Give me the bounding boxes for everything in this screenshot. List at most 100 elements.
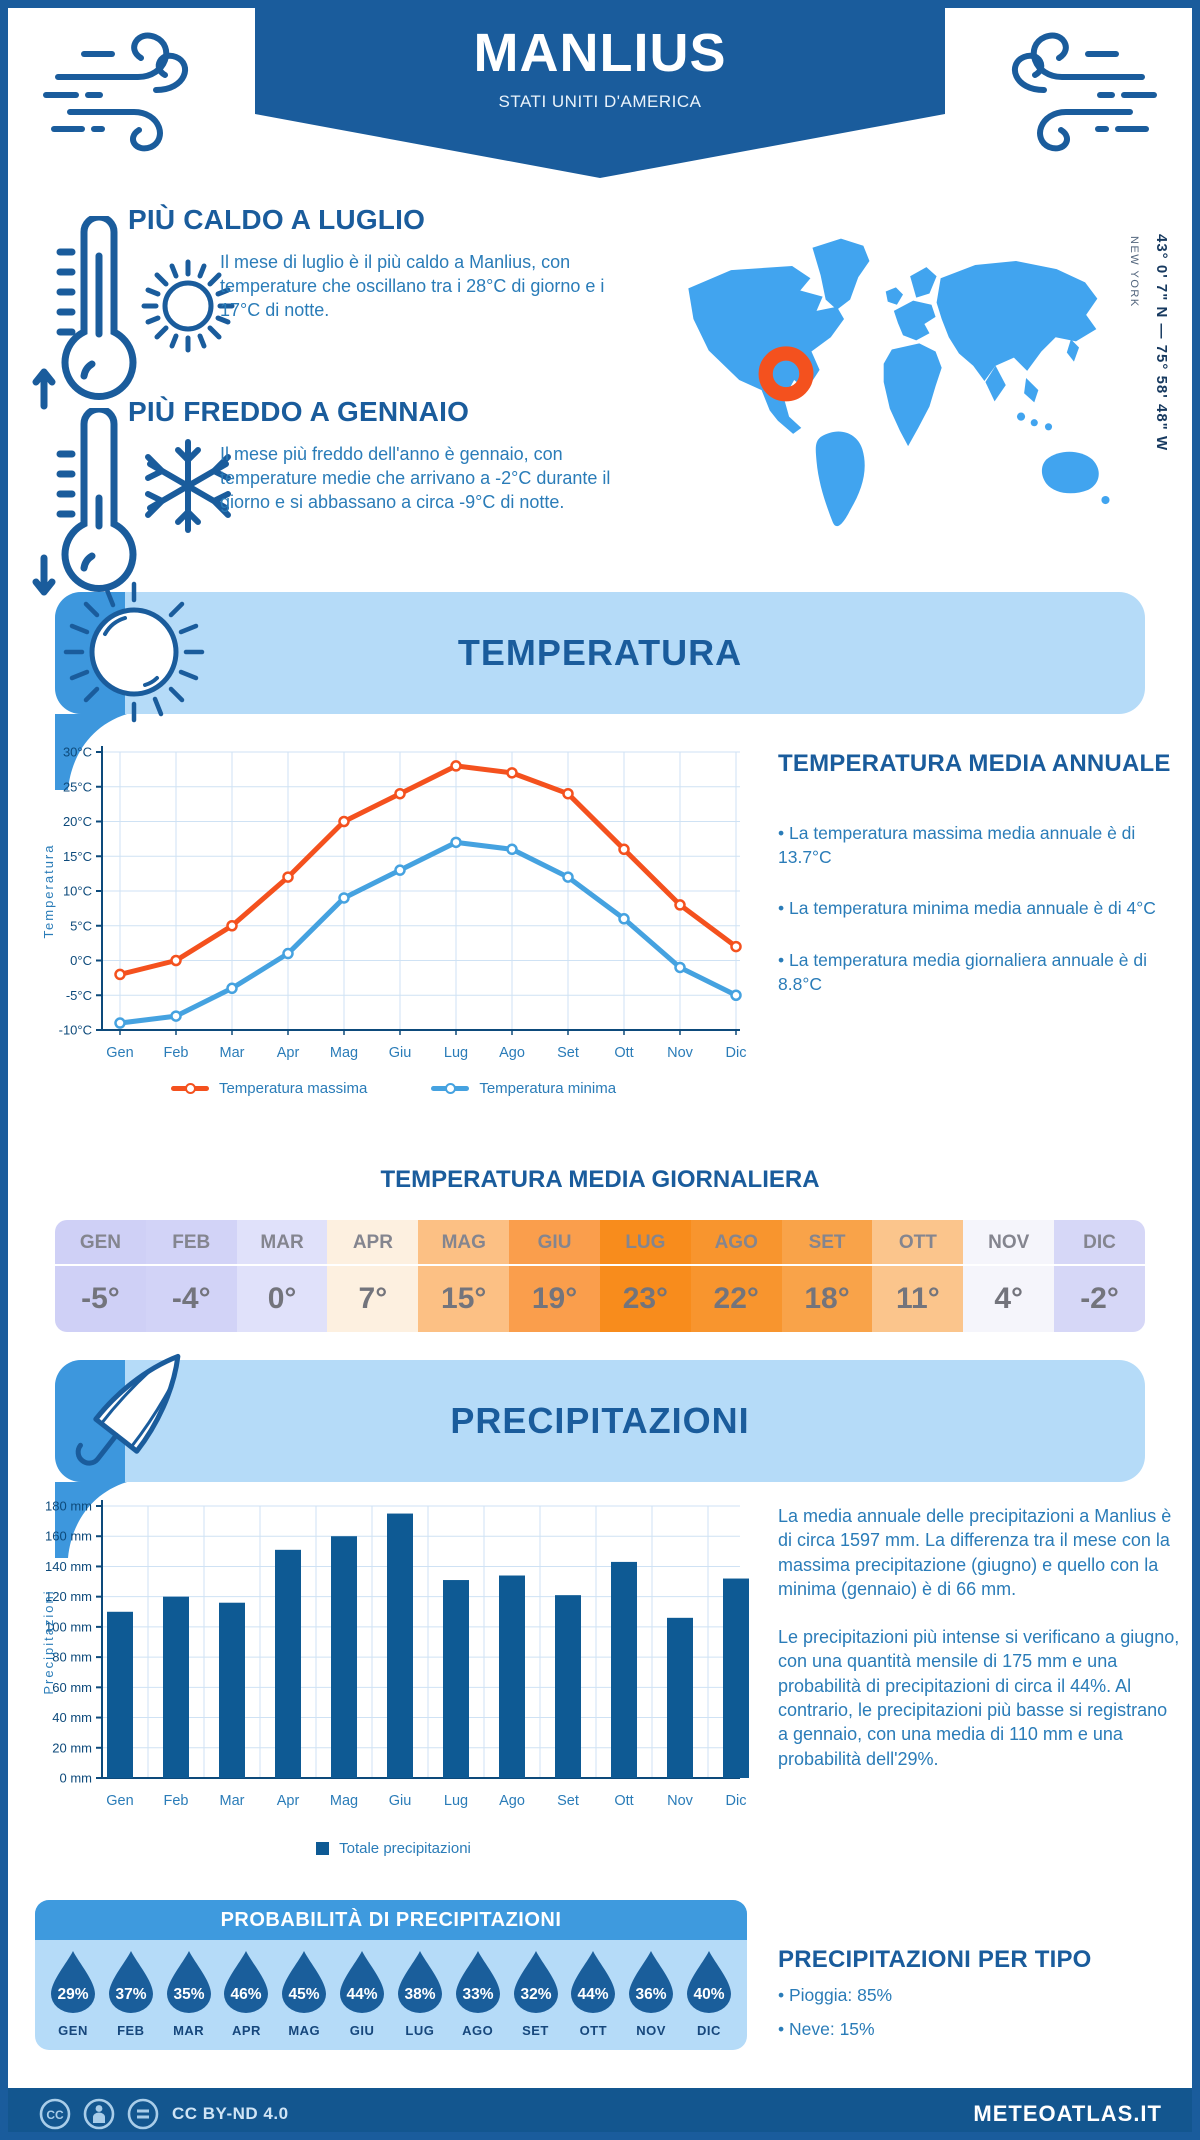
svg-text:38%: 38% <box>404 1986 435 2003</box>
svg-text:Ott: Ott <box>614 1045 633 1061</box>
daily-temperature-value: -4° <box>171 1282 211 1315</box>
daily-table-column: MAR 0° <box>236 1220 328 1332</box>
daily-month-label: GEN <box>55 1220 146 1266</box>
location-marker <box>758 346 814 402</box>
svg-text:160 mm: 160 mm <box>45 1529 92 1544</box>
svg-text:-10°C: -10°C <box>59 1023 92 1038</box>
daily-table-column: DIC -2° <box>1054 1220 1145 1332</box>
daily-month-label: OTT <box>872 1220 964 1266</box>
daily-temperature-value: -2° <box>1080 1282 1119 1315</box>
footer-bar: CC CC BY-ND 4.0 METEOATLAS.IT <box>8 2088 1192 2132</box>
annual-temperature-block: TEMPERATURA MEDIA ANNUALE • La temperatu… <box>778 750 1180 996</box>
precipitation-type-bullet: • Neve: 15% <box>778 2018 875 2039</box>
coordinates-label: 43° 0' 7" N — 75° 58' 48" W <box>1153 234 1170 452</box>
banner-tail <box>55 1482 127 1558</box>
precipitation-text-block: La media annuale delle precipitazioni a … <box>778 1504 1182 1795</box>
svg-text:46%: 46% <box>231 1986 262 2003</box>
svg-text:Gen: Gen <box>106 1045 133 1061</box>
legend-label: Temperatura massima <box>218 1080 368 1097</box>
svg-text:Mar: Mar <box>220 1045 245 1061</box>
temperature-chart: -10°C -5°C 0°C 5°C 10°C 15°C 20°C 25°C 30°C Gen Fe… <box>41 745 746 1062</box>
svg-text:Giu: Giu <box>389 1793 412 1809</box>
daily-table-column: LUG 23° <box>599 1220 691 1332</box>
svg-text:Feb: Feb <box>164 1793 189 1809</box>
raindrop-icon: 33% <box>455 1951 500 2013</box>
svg-text:30°C: 30°C <box>63 745 92 760</box>
svg-text:Lug: Lug <box>444 1045 468 1061</box>
daily-table-column: OTT 11° <box>872 1220 964 1332</box>
precipitation-paragraph: Le precipitazioni più intense si verific… <box>778 1627 1180 1769</box>
daily-month-label: FEB <box>145 1220 237 1266</box>
probability-month-label: APR <box>231 2023 261 2038</box>
svg-text:Mar: Mar <box>220 1793 245 1809</box>
svg-text:Nov: Nov <box>667 1793 694 1809</box>
svg-text:45%: 45% <box>289 1986 320 2003</box>
svg-text:36%: 36% <box>636 1986 667 2003</box>
probability-drop: 38% LUG <box>394 1950 446 2038</box>
annual-bullet: • La temperatura massima media annuale è… <box>778 823 1136 867</box>
svg-text:Feb: Feb <box>164 1045 189 1061</box>
hot-month-text: Il mese di luglio è il più caldo a Manli… <box>220 252 605 321</box>
legend-line-swatch <box>431 1083 470 1094</box>
daily-table-column: MAG 15° <box>418 1220 510 1332</box>
raindrop-icon: 38% <box>397 1951 442 2013</box>
sun-banner-icon <box>63 581 205 723</box>
svg-text:10°C: 10°C <box>63 884 92 899</box>
precipitation-section-banner: PRECIPITAZIONI <box>55 1353 1145 1558</box>
probability-month-label: GEN <box>58 2023 88 2038</box>
daily-temperature-value: 0° <box>267 1282 297 1315</box>
probability-month-label: SET <box>522 2023 549 2038</box>
wind-icon <box>1011 32 1157 152</box>
daily-temperature-title: TEMPERATURA MEDIA GIORNALIERA <box>380 1166 820 1193</box>
svg-text:Nov: Nov <box>667 1045 694 1061</box>
world-map <box>688 238 1110 527</box>
svg-text:80 mm: 80 mm <box>52 1650 92 1665</box>
svg-text:Mag: Mag <box>330 1793 358 1809</box>
probability-month-label: MAR <box>173 2023 205 2038</box>
cc-license-icons: CC <box>38 2097 160 2131</box>
umbrella-icon <box>75 1353 181 1466</box>
annual-bullet: • La temperatura minima media annuale è … <box>778 898 1156 919</box>
hot-month-title: PIÙ CALDO A LUGLIO <box>128 204 426 235</box>
svg-text:140 mm: 140 mm <box>45 1559 92 1574</box>
cold-month-text: Il mese più freddo dell'anno è gennaio, … <box>220 444 611 513</box>
daily-temperature-value: -5° <box>81 1282 120 1315</box>
probability-drop: 46% APR <box>220 1950 272 2038</box>
svg-text:Ago: Ago <box>499 1793 525 1809</box>
precipitation-types-title: PRECIPITAZIONI PER TIPO <box>778 1946 1092 1973</box>
svg-text:120 mm: 120 mm <box>45 1589 92 1604</box>
svg-text:Lug: Lug <box>444 1793 468 1809</box>
svg-text:Giu: Giu <box>389 1045 412 1061</box>
daily-month-label: GIU <box>509 1220 600 1266</box>
daily-table-column: GIU 19° <box>509 1220 600 1332</box>
raindrop-icon: 37% <box>108 1951 153 2013</box>
svg-text:Temperatura: Temperatura <box>41 844 56 939</box>
svg-text:44%: 44% <box>347 1986 378 2003</box>
probability-month-label: AGO <box>462 2023 494 2038</box>
legend-item: Totale precipitazioni <box>316 1840 471 1857</box>
daily-table-column: AGO 22° <box>690 1220 782 1332</box>
svg-text:CC: CC <box>46 2108 64 2122</box>
raindrop-icon: 36% <box>629 1951 674 2013</box>
daily-month-label: MAG <box>418 1220 510 1266</box>
cc-icon: CC <box>39 2098 71 2130</box>
daily-table-column: GEN -5° <box>55 1220 146 1332</box>
raindrop-icon: 44% <box>571 1951 616 2013</box>
daily-table-column: NOV 4° <box>963 1220 1055 1332</box>
no-derivatives-icon <box>127 2098 159 2130</box>
wind-icon <box>43 32 189 152</box>
annual-bullet: • La temperatura media giornaliera annua… <box>778 949 1147 994</box>
svg-text:37%: 37% <box>115 1986 146 2003</box>
svg-text:33%: 33% <box>462 1986 493 2003</box>
daily-temperature-value: 4° <box>994 1282 1024 1315</box>
daily-table-column: APR 7° <box>327 1220 419 1332</box>
daily-month-label: DIC <box>1054 1220 1145 1266</box>
raindrop-icon: 40% <box>686 1951 731 2013</box>
daily-temperature-value: 7° <box>358 1282 388 1315</box>
daily-temperature-value: 19° <box>531 1282 578 1315</box>
raindrop-icon: 32% <box>513 1951 558 2013</box>
svg-text:Set: Set <box>557 1793 579 1809</box>
probability-drop: 33% AGO <box>452 1950 504 2038</box>
svg-text:25°C: 25°C <box>63 779 92 794</box>
svg-text:Ott: Ott <box>614 1793 633 1809</box>
